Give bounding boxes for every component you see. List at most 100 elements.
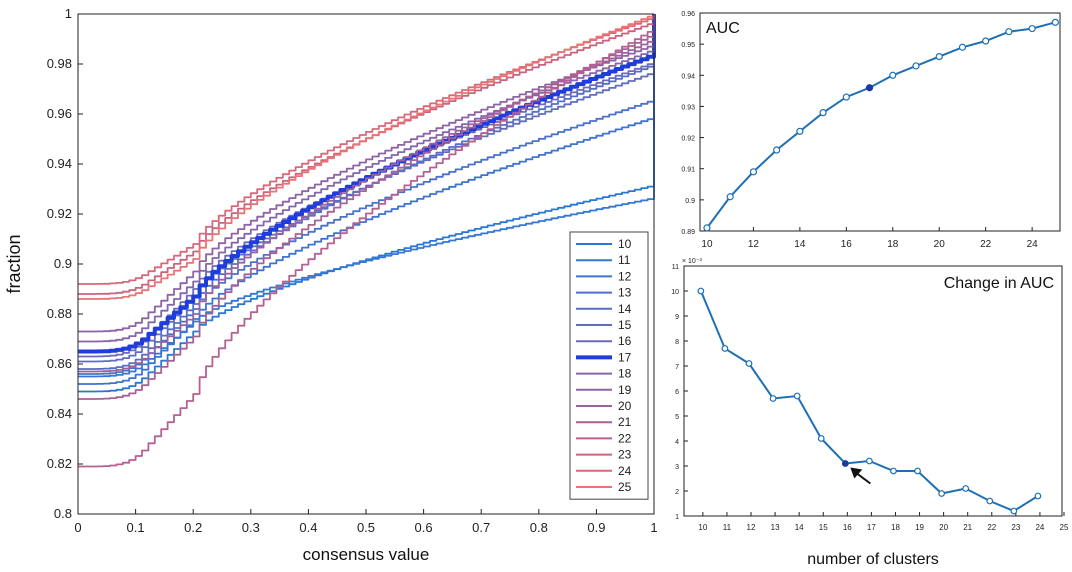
x-tick-label: 12 <box>747 523 756 532</box>
x-tick-label: 19 <box>915 523 924 532</box>
y-tick-label: 0.92 <box>681 136 695 143</box>
y-tick-label: 0.9 <box>685 198 695 205</box>
x-tick-label: 16 <box>841 239 853 250</box>
x-tick-label: 12 <box>748 239 760 250</box>
x-tick-label: 23 <box>1011 523 1020 532</box>
y-tick-label: 10 <box>671 289 679 296</box>
y-tick-label: 0.94 <box>47 156 72 171</box>
legend-label-21: 21 <box>618 415 632 429</box>
legend-label-20: 20 <box>618 399 632 413</box>
x-axis-label: consensus value <box>303 545 430 564</box>
series-line-13 <box>78 14 655 375</box>
y-tick-label: 7 <box>675 364 679 371</box>
pointer-arrow-head <box>850 467 863 479</box>
legend-label-19: 19 <box>618 383 632 397</box>
legend-label-12: 12 <box>618 269 632 283</box>
legend-label-14: 14 <box>618 302 632 316</box>
legend-label-24: 24 <box>618 464 632 478</box>
y-scale-label: × 10⁻³ <box>682 258 703 265</box>
auc-point <box>982 37 990 45</box>
auc-point <box>726 193 734 201</box>
x-tick-label: 17 <box>867 523 876 532</box>
x-tick-label: 0.4 <box>299 520 317 535</box>
delta-point <box>962 485 970 492</box>
series-line-20 <box>78 14 655 373</box>
auc-point <box>958 43 967 51</box>
chart-title: AUC <box>706 20 740 37</box>
x-tick-label: 24 <box>1035 523 1044 532</box>
y-axis-label: fraction <box>4 234 24 293</box>
delta-point <box>938 490 946 497</box>
delta-point <box>1034 492 1042 500</box>
y-tick-label: 6 <box>675 389 679 396</box>
y-tick-label: 8 <box>675 339 679 346</box>
x-tick-label: 16 <box>843 523 852 532</box>
delta-point <box>841 460 849 467</box>
series-line-23 <box>78 14 655 295</box>
legend-label-13: 13 <box>618 286 632 300</box>
x-tick-label: 25 <box>1060 523 1069 532</box>
auc-point <box>1005 28 1013 36</box>
legend-label-10: 10 <box>618 237 632 251</box>
x-tick-label: 0.5 <box>357 520 375 535</box>
auc-point <box>773 146 781 154</box>
auc-point <box>912 62 920 70</box>
x-tick-label: 10 <box>701 239 713 250</box>
auc-line <box>706 21 1056 229</box>
delta-line <box>699 290 1039 513</box>
series-line-25 <box>78 14 655 300</box>
x-tick-label: 0.3 <box>242 520 260 535</box>
x-tick-label: 0 <box>74 520 81 535</box>
delta-point <box>914 467 921 475</box>
auc-point <box>1028 24 1036 33</box>
y-tick-label: 0.94 <box>681 73 695 80</box>
delta-point <box>890 467 897 475</box>
series-group <box>78 14 656 468</box>
chart-title: Change in AUC <box>944 275 1054 292</box>
x-tick-label: 18 <box>891 523 900 532</box>
legend-label-23: 23 <box>618 448 632 462</box>
auc-point <box>703 224 711 232</box>
delta-point <box>697 287 705 295</box>
y-tick-label: 1 <box>675 514 679 521</box>
y-tick-label: 0.92 <box>47 206 72 221</box>
x-tick-label: 18 <box>887 239 899 250</box>
series-line-12 <box>78 14 655 385</box>
auc-point <box>796 127 804 135</box>
x-tick-label: 20 <box>934 239 946 250</box>
auc-point <box>842 93 850 101</box>
x-tick-label: 24 <box>1027 239 1039 250</box>
y-tick-label: 0.9 <box>54 256 72 271</box>
y-tick-label: 0.84 <box>47 406 72 421</box>
y-tick-label: 9 <box>675 314 679 321</box>
auc-point <box>865 84 874 92</box>
y-tick-label: 5 <box>675 414 679 421</box>
delta-point <box>817 435 825 442</box>
delta-point <box>769 395 777 402</box>
x-tick-label: 22 <box>987 523 996 532</box>
y-tick-label: 0.82 <box>47 456 72 471</box>
series-line-19 <box>78 14 655 333</box>
legend-label-16: 16 <box>618 334 632 348</box>
legend-label-18: 18 <box>618 367 632 381</box>
x-tick-label: 14 <box>794 239 806 250</box>
x-tick-label: 10 <box>698 523 707 532</box>
y-tick-label: 0.89 <box>681 229 695 236</box>
y-tick-label: 0.8 <box>54 506 72 521</box>
legend-box <box>569 231 649 500</box>
legend-label-25: 25 <box>618 480 632 494</box>
x-tick-label: 0.7 <box>472 520 490 535</box>
y-tick-label: 0.93 <box>681 104 695 111</box>
auc-point <box>889 71 897 79</box>
x-tick-label: 0.2 <box>184 520 202 535</box>
delta-point <box>721 345 729 352</box>
x-tick-label: 0.8 <box>530 520 548 535</box>
plot-frame <box>683 265 1063 517</box>
auc-point <box>1051 18 1059 26</box>
x-tick-label: 0.6 <box>415 520 433 535</box>
legend: 10 11 12 13 14 15 16 17 18 19 20 21 22 23 24 25 <box>569 231 649 500</box>
x-tick-label: 0.9 <box>587 520 605 535</box>
delta-point <box>793 392 801 400</box>
x-tick-label: 20 <box>939 523 948 532</box>
